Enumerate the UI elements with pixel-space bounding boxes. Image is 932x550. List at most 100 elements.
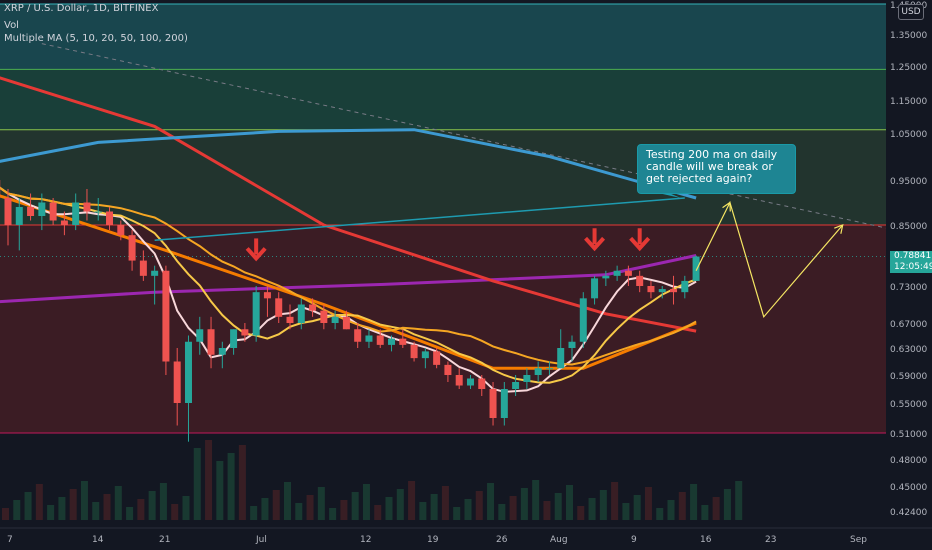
candle-body [241,329,249,336]
candle-body [309,304,317,311]
candle-body [365,335,373,342]
candle-body [568,341,576,348]
y-tick-label: 0.45000 [890,483,927,493]
candle-body [173,361,181,403]
candle-body [196,329,204,342]
candle-body [162,270,170,362]
projection-arrowhead [722,201,731,212]
candle-body [139,260,147,276]
candle-body [230,329,238,348]
volume-bar [385,497,393,520]
volume-bar [453,507,461,520]
x-tick-label: Aug [550,535,568,545]
candle-body [94,211,102,213]
volume-bar [92,502,100,520]
volume-bar [306,495,314,520]
x-tick-label: 9 [631,535,637,545]
candle-body [399,338,407,345]
volume-bar [430,494,438,520]
candle-body [218,348,226,355]
annotation-note[interactable]: Testing 200 ma on daily candle will we b… [637,144,796,194]
candle-body [466,378,474,386]
candle-body [184,341,192,403]
last-price-tag: 0.78841 12:05:49 [890,251,932,273]
candle-body [106,211,114,225]
symbol-title[interactable]: XRP / U.S. Dollar, 1D, BITFINEX [4,3,159,14]
volume-bar [35,484,43,520]
volume-legend[interactable]: Vol [4,20,19,31]
volume-bar [712,497,720,520]
volume-bar [24,492,32,520]
y-tick-label: 0.55000 [890,400,927,410]
volume-bar [532,480,540,520]
volume-bar [577,506,585,520]
currency-badge[interactable]: USD [898,4,924,20]
volume-bar [464,499,472,520]
candle-body [151,270,159,276]
volume-bar [441,486,449,520]
candle-body [38,202,46,216]
volume-bar [295,503,303,520]
volume-bar [374,505,382,520]
ma-line [0,254,697,304]
projection-arrowhead [834,224,844,234]
volume-bar [554,493,562,520]
volume-bar [250,506,258,520]
volume-bar [735,481,743,520]
y-tick-label: 0.85000 [890,222,927,232]
resistance-arrow-head [584,236,606,252]
x-tick-label: 12 [360,535,371,545]
candle-body [410,344,418,359]
candle-body [613,270,621,276]
candle-body [478,378,486,389]
candle-body [72,202,80,225]
x-tick-label: 19 [427,535,439,545]
candle-body [207,329,215,355]
volume-bar [566,485,573,520]
candle-body [331,316,339,323]
ma-line [0,128,697,200]
resistance-arrow-head [245,247,267,262]
volume-bar [317,487,325,520]
ma-legend[interactable]: Multiple MA (5, 10, 20, 50, 100, 200) [4,33,188,44]
volume-bar [690,484,698,520]
candle-body [636,275,644,286]
candle-body [670,289,678,293]
candle-body [602,275,610,279]
last-price-value: 0.78841 [894,251,932,261]
dashed-trendline [41,43,932,239]
x-tick-label: 7 [7,535,13,545]
volume-bar [171,504,179,520]
zone-band-green [0,69,886,130]
candle-body [545,368,553,370]
candle-body [658,289,666,293]
y-tick-label: 0.63000 [890,345,927,355]
candle-body [647,286,655,293]
volume-bar [475,491,483,520]
candle-body [692,256,700,281]
candle-body [579,298,587,342]
y-tick-label: 0.95000 [890,177,927,187]
projection-path [695,200,844,319]
volume-bar [272,490,280,520]
volume-bar [351,492,359,520]
candle-body [27,207,35,216]
zone-band-red [0,225,886,433]
candle-body [489,389,497,418]
candle-body [523,375,531,382]
volume-bar [667,500,675,520]
volume-bar [419,502,427,520]
x-tick-label: 26 [496,535,508,545]
x-tick-label: 16 [700,535,712,545]
volume-bar [588,498,596,520]
candle-body [433,351,441,365]
volume-bar [137,499,145,520]
volume-bar [487,483,495,520]
volume-bar [599,490,607,520]
candle-body [421,351,429,359]
y-tick-label: 1.35000 [890,31,927,41]
candle-body [500,389,508,418]
volume-bar [656,508,664,520]
volume-bar [13,500,21,520]
